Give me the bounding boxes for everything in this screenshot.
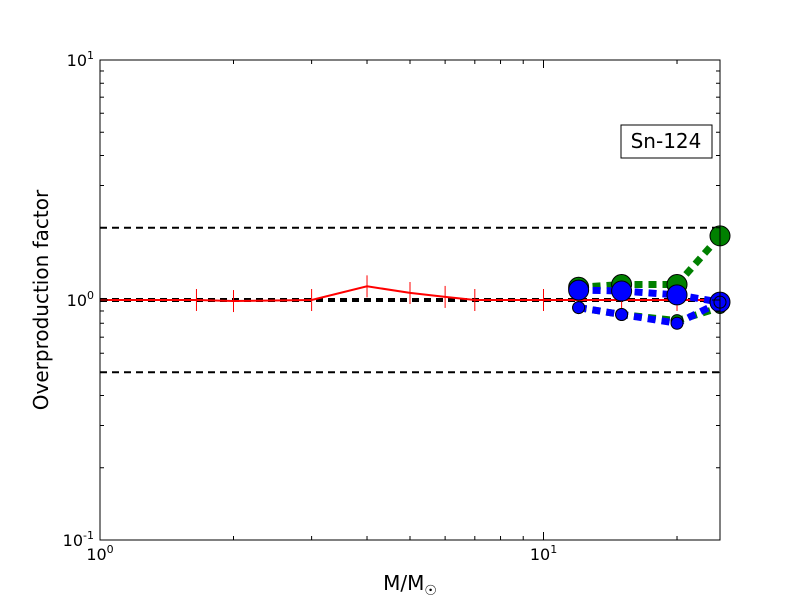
series-3-marker xyxy=(568,279,590,301)
series-layer xyxy=(99,225,731,330)
series-3-line xyxy=(578,286,721,306)
x-axis-label-subscript: ☉ xyxy=(424,583,437,599)
ticks-layer xyxy=(99,59,720,541)
series-3-marker xyxy=(611,280,633,302)
series-4-marker xyxy=(615,308,629,322)
x-tick-label: 101 xyxy=(530,543,557,564)
y-tick-label: 101 xyxy=(67,49,94,70)
y-tick-label: 100 xyxy=(67,289,94,310)
y-tick-label: 10-1 xyxy=(63,529,94,550)
annotation-label: Sn-124 xyxy=(631,129,702,153)
series-4-marker xyxy=(670,316,684,330)
y-axis-label: Overproduction factor xyxy=(29,189,53,410)
x-tick-label: 100 xyxy=(86,543,113,564)
annotation-box: Sn-124 xyxy=(620,124,713,159)
series-1-line xyxy=(578,233,723,291)
x-axis-label: M/M☉ xyxy=(383,571,437,599)
series-4-marker xyxy=(572,301,586,315)
series-3-marker xyxy=(666,284,688,306)
series-4-line xyxy=(578,298,722,327)
annotation-frame xyxy=(620,124,713,159)
